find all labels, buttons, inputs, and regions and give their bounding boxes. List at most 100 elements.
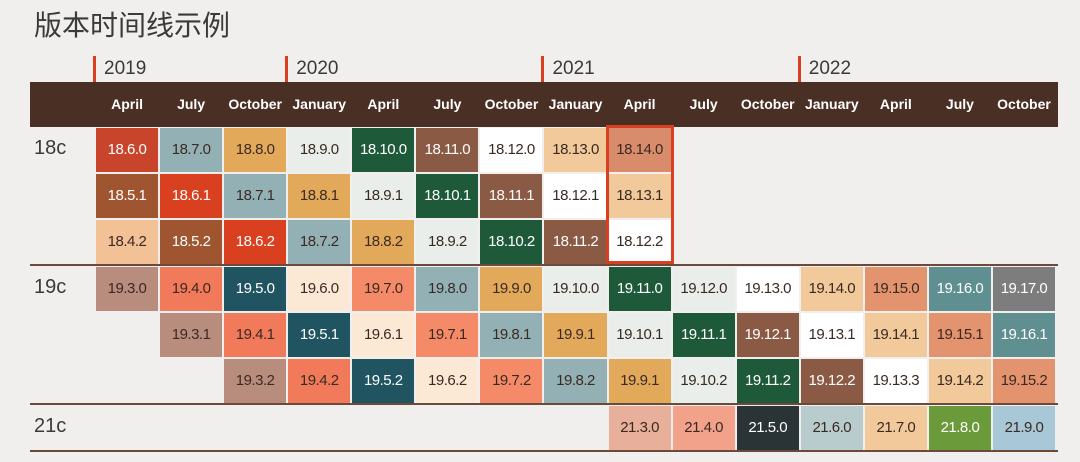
year-label: 2022 <box>797 56 851 82</box>
version-cell: 19.14.1 <box>864 313 927 357</box>
version-cell: 19.3.2 <box>224 359 287 403</box>
version-cell: 19.8.1 <box>480 313 543 357</box>
version-cell: 19.15.0 <box>864 267 927 311</box>
version-cell: 21.5.0 <box>736 406 799 450</box>
version-cell: 19.3.0 <box>96 267 159 311</box>
version-cell: 19.11.1 <box>672 313 735 357</box>
version-cell: 19.6.2 <box>416 359 479 403</box>
version-cell: 19.4.0 <box>160 267 223 311</box>
version-cell: 18.9.1 <box>352 174 415 218</box>
version-cell: 19.17.0 <box>992 267 1056 311</box>
version-cell: 19.3.1 <box>160 313 223 357</box>
month-label: October <box>997 96 1051 112</box>
title: 版本时间线示例 <box>34 10 231 41</box>
group-label: 18c <box>34 137 67 159</box>
version-cell: 18.12.2 <box>608 220 671 264</box>
version-cell: 18.11.1 <box>480 174 543 218</box>
version-cell: 18.14.0 <box>608 128 671 172</box>
version-cell: 18.10.2 <box>480 220 543 264</box>
version-cell: 18.10.0 <box>352 128 415 172</box>
version-cell: 21.4.0 <box>672 406 735 450</box>
month-label: January <box>804 96 859 112</box>
version-cell: 19.9.1 <box>608 359 671 403</box>
version-cell: 19.5.2 <box>352 359 415 403</box>
version-cell: 19.4.1 <box>224 313 287 357</box>
version-cell: 18.6.1 <box>160 174 223 218</box>
version-cell: 19.7.2 <box>480 359 543 403</box>
month-label: October <box>740 96 795 112</box>
version-cell: 18.11.2 <box>544 220 607 264</box>
version-cell: 18.8.2 <box>352 220 415 264</box>
group-label: 21c <box>34 415 67 437</box>
version-cell: 19.13.1 <box>800 313 863 357</box>
version-cell: 19.15.2 <box>992 359 1056 403</box>
version-cell: 19.7.0 <box>352 267 415 311</box>
version-cell: 18.6.0 <box>96 128 159 172</box>
version-cell: 19.9.0 <box>480 267 543 311</box>
version-cell: 19.8.0 <box>416 267 479 311</box>
version-cell: 18.13.1 <box>608 174 671 218</box>
year-label: 2019 <box>93 56 146 82</box>
version-cell: 21.9.0 <box>992 406 1056 450</box>
version-cell: 19.12.2 <box>800 359 863 403</box>
version-cell: 19.5.1 <box>288 313 351 357</box>
version-cell: 19.6.1 <box>352 313 415 357</box>
year-label: 2020 <box>285 56 338 82</box>
version-cell: 21.3.0 <box>608 406 671 450</box>
month-label: October <box>228 96 282 112</box>
version-cell: 19.8.2 <box>544 359 607 403</box>
version-cell: 19.12.1 <box>736 313 799 357</box>
version-cell: 18.7.1 <box>224 174 287 218</box>
version-cell: 18.12.0 <box>480 128 543 172</box>
version-cell: 18.12.1 <box>544 174 607 218</box>
version-cell: 19.6.0 <box>288 267 351 311</box>
version-cell: 18.8.1 <box>288 174 351 218</box>
group-separator <box>30 264 1058 266</box>
version-cell: 18.13.0 <box>544 128 607 172</box>
version-cell: 19.4.2 <box>288 359 351 403</box>
version-cell: 21.8.0 <box>928 406 991 450</box>
version-cell: 19.16.0 <box>928 267 991 311</box>
month-label: July <box>177 96 206 112</box>
version-cell: 18.6.2 <box>224 220 287 264</box>
version-cell: 19.13.3 <box>864 359 927 403</box>
version-cell: 19.15.1 <box>928 313 991 357</box>
group-separator <box>30 403 1058 405</box>
version-cell: 19.5.0 <box>224 267 287 311</box>
version-cell: 19.13.0 <box>736 267 799 311</box>
version-cell: 19.11.2 <box>736 359 799 403</box>
month-label: April <box>111 96 143 112</box>
version-cell: 19.11.0 <box>608 267 671 311</box>
month-label: April <box>879 96 912 112</box>
version-cell: 19.12.0 <box>672 267 735 311</box>
version-cell: 19.14.2 <box>928 359 991 403</box>
month-label: July <box>433 96 462 112</box>
version-cell: 18.5.2 <box>160 220 223 264</box>
version-cell: 18.9.0 <box>288 128 351 172</box>
version-cell: 18.4.2 <box>96 220 159 264</box>
version-cell: 18.7.2 <box>288 220 351 264</box>
version-cell: 19.14.0 <box>800 267 863 311</box>
version-cell: 21.6.0 <box>800 406 863 450</box>
group-label: 19c <box>34 276 67 298</box>
month-label: July <box>689 96 718 112</box>
version-cell: 19.9.1 <box>544 313 607 357</box>
month-label: January <box>548 96 603 112</box>
version-cell: 18.9.2 <box>416 220 479 264</box>
version-cell: 19.7.1 <box>416 313 479 357</box>
month-label: April <box>623 96 656 112</box>
group-separator <box>30 450 1058 452</box>
version-cell: 21.7.0 <box>864 406 927 450</box>
version-cell: 18.5.1 <box>96 174 159 218</box>
month-label: January <box>292 96 347 112</box>
month-label: July <box>945 96 974 112</box>
version-cell: 19.10.0 <box>544 267 607 311</box>
version-cell: 18.8.0 <box>224 128 287 172</box>
version-cell: 19.16.1 <box>992 313 1056 357</box>
highlight-box <box>605 125 674 264</box>
version-cell: 19.10.1 <box>608 313 671 357</box>
version-cell: 19.10.2 <box>672 359 735 403</box>
version-cell: 18.10.1 <box>416 174 479 218</box>
month-label: October <box>484 96 539 112</box>
